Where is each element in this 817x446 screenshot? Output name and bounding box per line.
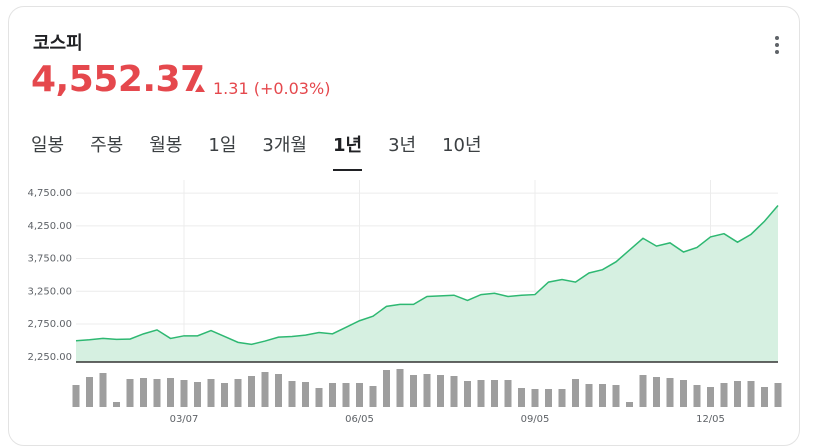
- menu-button[interactable]: [773, 35, 781, 55]
- area-fill: [76, 205, 778, 362]
- volume-bar: [666, 378, 674, 407]
- volume-bar: [545, 389, 552, 407]
- tab[interactable]: 월봉: [149, 135, 183, 156]
- x-tick-label: 06/05: [345, 414, 374, 425]
- tab[interactable]: 1일: [208, 135, 237, 156]
- volume-bar: [126, 379, 134, 407]
- volume-bar: [491, 380, 498, 407]
- volume-bar: [113, 402, 120, 407]
- volume-bar: [221, 383, 228, 407]
- volume-bar: [450, 376, 458, 407]
- volume-bar: [518, 388, 525, 407]
- y-tick-label: 3,250.00: [27, 286, 72, 297]
- volume-bar: [329, 383, 336, 407]
- volume-bar: [653, 377, 660, 407]
- volume-bar: [153, 379, 161, 407]
- volume-bar: [572, 379, 579, 407]
- price: 4,552.37: [31, 59, 205, 100]
- tab[interactable]: 주봉: [90, 135, 124, 156]
- volume-bar: [612, 385, 620, 407]
- volume-bar: [680, 380, 687, 407]
- price-line: [75, 205, 779, 346]
- y-tick-label: 4,250.00: [27, 221, 72, 232]
- volume-bar: [774, 383, 782, 407]
- x-tick-label: 09/05: [521, 414, 550, 425]
- x-tick-label: 12/05: [696, 414, 725, 425]
- up-arrow: [195, 84, 205, 92]
- volume-bar: [72, 385, 80, 407]
- volume-bar: [410, 375, 417, 407]
- tab[interactable]: 3개월: [262, 135, 307, 156]
- volume-bar: [599, 384, 606, 407]
- volume-bar: [356, 383, 363, 407]
- y-tick-label: 2,250.00: [27, 352, 72, 363]
- price-change: 1.31 (+0.03%): [213, 79, 331, 98]
- volume-bar: [167, 378, 174, 407]
- index-name: 코스피: [33, 33, 83, 54]
- volume-bar: [140, 378, 147, 407]
- x-tick-label: 03/07: [170, 414, 199, 425]
- volume-bar: [747, 381, 755, 407]
- volume-bar: [275, 374, 282, 407]
- period-tabs: 일봉 주봉 월봉 1일 3개월 1년 3년 10년: [31, 125, 508, 171]
- y-tick-label: 4,750.00: [27, 188, 72, 199]
- volume-bar: [396, 369, 404, 407]
- volume-bar: [194, 382, 201, 407]
- volume-bar: [531, 389, 539, 407]
- volume-bar: [234, 379, 242, 407]
- volume-bar: [585, 384, 593, 407]
- volume-bar: [693, 385, 701, 407]
- volume-bar: [639, 375, 647, 407]
- y-tick-label: 2,750.00: [27, 319, 72, 330]
- card: 코스피 4,552.37 1.31 (+0.03%) 일봉 주봉 월봉 1일 3개월 1년…: [8, 6, 800, 446]
- volume-bar: [707, 387, 714, 407]
- volume-bar: [626, 402, 633, 407]
- volume-bar: [477, 380, 485, 407]
- volume-bar: [288, 381, 296, 407]
- volume-bar: [342, 383, 350, 407]
- volume-bar: [437, 375, 444, 407]
- volume-bar: [99, 373, 107, 407]
- volume-bar: [207, 379, 215, 407]
- tab[interactable]: 3년: [388, 135, 417, 156]
- y-tick-label: 3,750.00: [27, 254, 72, 265]
- volume-bar: [464, 381, 471, 407]
- page: {"header": {"title": "코스피", "price": "4,…: [8, 6, 800, 446]
- volume-bar: [248, 376, 255, 407]
- volume-bar: [558, 389, 566, 407]
- chart: 2,250.00 2,750.00 3,250.00 3,750.00 4,250.00…: [27, 180, 782, 425]
- volume-bar: [761, 387, 768, 407]
- volume-bar: [423, 374, 431, 407]
- volume-bar: [369, 386, 377, 407]
- tab[interactable]: 1년: [332, 125, 363, 171]
- volume-bar: [504, 380, 512, 407]
- volume-bar: [315, 388, 323, 407]
- tab[interactable]: 10년: [442, 135, 482, 156]
- volume-bar: [720, 383, 728, 407]
- volume-bar: [86, 377, 93, 407]
- volume-bar: [734, 381, 741, 407]
- volume-bar: [180, 380, 188, 407]
- volume-bar: [383, 370, 390, 407]
- tab[interactable]: 일봉: [31, 135, 65, 156]
- volume-bar: [302, 382, 309, 407]
- volume-bar: [261, 372, 269, 407]
